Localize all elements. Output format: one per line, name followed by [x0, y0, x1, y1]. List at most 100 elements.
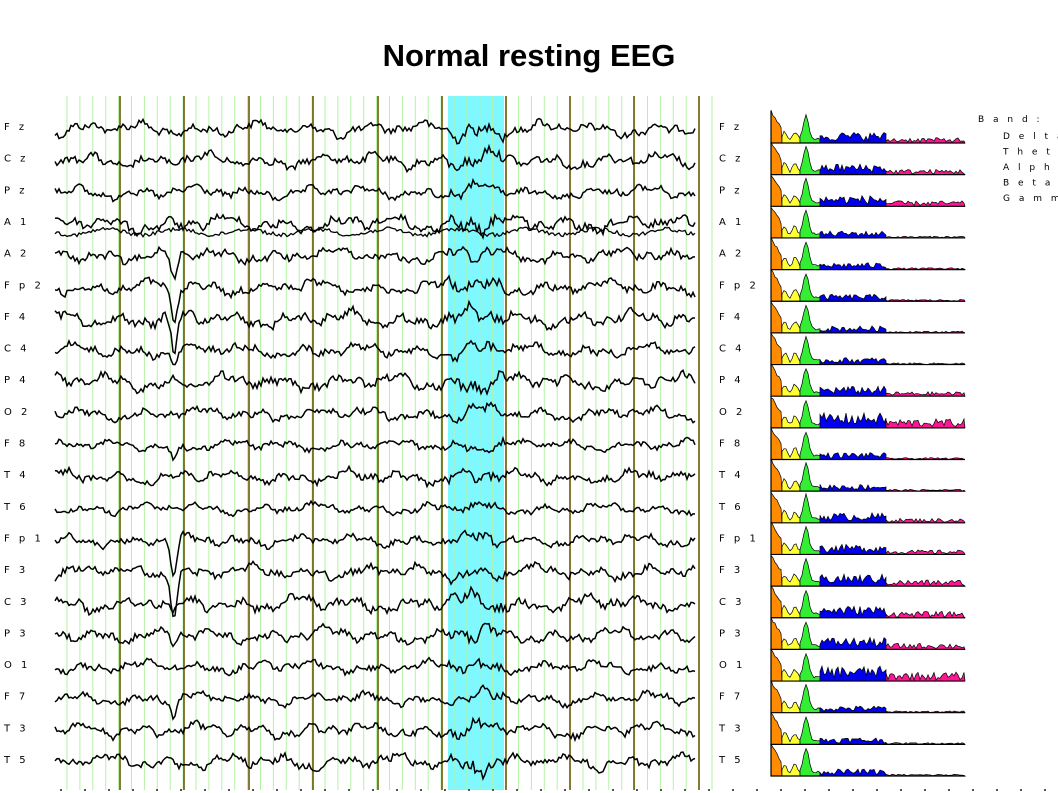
- spectrum-band-3: [819, 385, 887, 397]
- spectrum-band-3: [819, 325, 887, 334]
- legend-item-3: B e t a: [1003, 179, 1053, 189]
- spectrum-band-2: [799, 557, 821, 587]
- spectrum-band-4: [885, 642, 966, 650]
- trace-pz: [54, 177, 696, 203]
- spectrum-band-2: [799, 492, 821, 524]
- spectrum-band-2: [799, 525, 821, 555]
- channel-label-t3: T 3: [3, 723, 29, 734]
- spectrum-t3: [770, 711, 966, 745]
- spectrum-band-0: [770, 585, 783, 619]
- border-dot: [924, 789, 926, 791]
- border-dot: [684, 789, 686, 791]
- spectrum-band-1: [781, 573, 801, 587]
- spectrum-band-4: [885, 671, 966, 682]
- spectrum-fz: [770, 109, 966, 144]
- trace-fp2: [54, 274, 696, 324]
- channel-label-fp1: F p 1: [4, 533, 44, 544]
- channel-label-t5: T 5: [3, 755, 29, 766]
- channel-label-right-p4: P 4: [719, 375, 744, 386]
- spectrum-f7: [770, 679, 966, 714]
- legend-heading: B a n d :: [978, 115, 1043, 125]
- legend-item-4: G a m m a: [1003, 194, 1058, 204]
- channel-label-right-t6: T 6: [718, 502, 744, 513]
- border-dot: [372, 789, 374, 791]
- channel-label-right-fp1: F p 1: [719, 533, 759, 544]
- spectrum-band-1: [781, 257, 801, 270]
- spectrum-o2: [770, 395, 966, 429]
- channel-label-right-cz: C z: [719, 154, 743, 165]
- time-grid: [66, 96, 713, 790]
- trace-t6: [54, 499, 695, 518]
- spectrum-band-2: [799, 177, 821, 207]
- border-dot: [204, 789, 206, 791]
- spectrum-band-2: [799, 399, 821, 429]
- border-dot: [252, 789, 254, 791]
- spectrum-band-4: [885, 549, 966, 555]
- channel-label-right-t4: T 4: [718, 470, 744, 481]
- channel-label-f3: F 3: [4, 565, 28, 576]
- spectrum-band-2: [799, 241, 821, 270]
- channel-label-p4: P 4: [4, 375, 29, 386]
- spectrum-band-2: [799, 431, 821, 460]
- bottom-border: [60, 789, 1046, 791]
- spectrum-band-2: [799, 335, 821, 365]
- spectrum-band-0: [770, 679, 783, 714]
- band-legend: B a n d : D e l t a T h e t a A l p h a B e…: [978, 115, 1058, 204]
- chart-title: Normal resting EEG: [382, 38, 676, 73]
- trace-a1-overlay: [54, 226, 696, 238]
- legend-item-0: D e l t a: [1003, 132, 1058, 142]
- border-dot: [276, 789, 278, 791]
- legend-item-1: T h e t a: [1002, 148, 1058, 158]
- channel-label-right-f7: F 7: [719, 692, 743, 703]
- spectrum-band-3: [819, 768, 887, 777]
- trace-t3: [54, 716, 696, 743]
- spectrum-band-3: [819, 194, 887, 207]
- channel-label-f4: F 4: [4, 312, 28, 323]
- spectrum-band-2: [799, 652, 821, 682]
- trace-c4: [54, 339, 696, 366]
- spectrum-band-1: [781, 732, 801, 745]
- channel-label-right-fp2: F p 2: [719, 280, 759, 291]
- spectrum-band-3: [819, 664, 887, 682]
- trace-cz: [54, 143, 696, 174]
- spectrum-band-0: [770, 617, 783, 650]
- spectrum-axis: [770, 744, 965, 777]
- channel-label-f7: F 7: [4, 692, 28, 703]
- trace-a1: [54, 212, 696, 240]
- spectrum-band-2: [799, 461, 821, 492]
- band-spectra: [770, 109, 967, 777]
- border-dot: [732, 789, 734, 791]
- border-dot: [420, 789, 422, 791]
- channel-label-t4: T 4: [3, 470, 29, 481]
- border-dot: [468, 789, 470, 791]
- border-dot: [996, 789, 998, 791]
- channel-label-cz: C z: [4, 154, 28, 165]
- channel-label-fp2: F p 2: [4, 280, 44, 291]
- border-dot: [60, 789, 62, 791]
- border-dot: [180, 789, 182, 791]
- trace-c3: [54, 585, 696, 617]
- spectrum-band-1: [781, 542, 801, 555]
- spectrum-fp2: [770, 268, 966, 302]
- spectrum-band-4: [885, 517, 966, 524]
- trace-fz: [54, 117, 696, 145]
- spectrum-band-1: [781, 194, 801, 207]
- border-dot: [156, 789, 158, 791]
- border-dot: [900, 789, 902, 791]
- spectrum-f8: [770, 427, 966, 461]
- trace-p3: [54, 622, 696, 648]
- spectrum-band-3: [819, 357, 887, 365]
- channel-label-f8: F 8: [4, 439, 28, 450]
- channel-label-o1: O 1: [4, 660, 30, 671]
- spectrum-band-3: [819, 512, 887, 524]
- spectrum-band-0: [770, 332, 783, 365]
- border-dot: [588, 789, 590, 791]
- spectrum-band-3: [819, 452, 887, 460]
- spectrum-band-3: [819, 572, 887, 587]
- spectrum-pz: [770, 174, 966, 207]
- spectrum-band-0: [770, 742, 783, 777]
- spectrum-a1: [770, 205, 966, 239]
- channel-label-right-t5: T 5: [718, 755, 744, 766]
- spectrum-band-3: [819, 293, 887, 302]
- spectrum-band-0: [770, 520, 783, 555]
